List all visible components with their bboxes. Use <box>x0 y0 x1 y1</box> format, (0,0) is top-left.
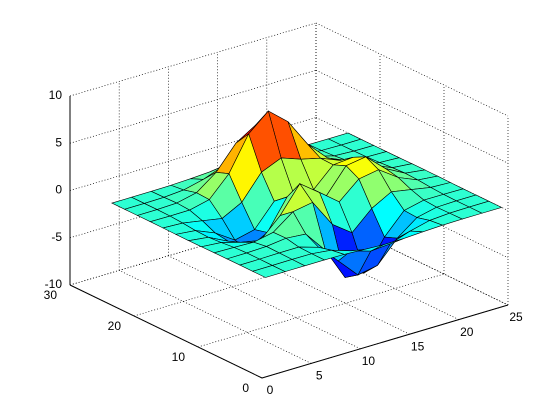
surface-face <box>251 265 286 278</box>
x-tick-label: 20 <box>460 325 474 339</box>
grid-line <box>315 164 509 259</box>
x-tick-label: 15 <box>411 339 425 353</box>
x-tick-label: 0 <box>267 383 274 397</box>
z-tick-label: 10 <box>49 88 63 102</box>
grid-line <box>168 255 361 350</box>
grid-line <box>315 22 509 117</box>
grid-line <box>69 69 317 144</box>
z-tick-label: 0 <box>55 183 62 197</box>
y-tick-label: 10 <box>172 350 186 364</box>
grid-line <box>119 270 312 364</box>
x-axis <box>261 304 509 379</box>
grid-line <box>315 69 509 164</box>
y-tick-label: 30 <box>44 288 58 302</box>
x-tick-label: 10 <box>362 354 376 368</box>
z-tick-label: 5 <box>55 135 62 149</box>
y-tick-label: 0 <box>242 381 249 395</box>
z-tick-label: -10 <box>45 277 63 291</box>
grid-line <box>69 22 317 97</box>
z-tick-label: -5 <box>51 230 62 244</box>
x-tick-label: 25 <box>509 310 523 324</box>
grid-line <box>197 273 445 348</box>
grid-line <box>315 211 509 306</box>
y-axis <box>69 284 263 379</box>
y-tick-label: 20 <box>108 319 122 333</box>
x-tick-label: 5 <box>316 369 323 383</box>
